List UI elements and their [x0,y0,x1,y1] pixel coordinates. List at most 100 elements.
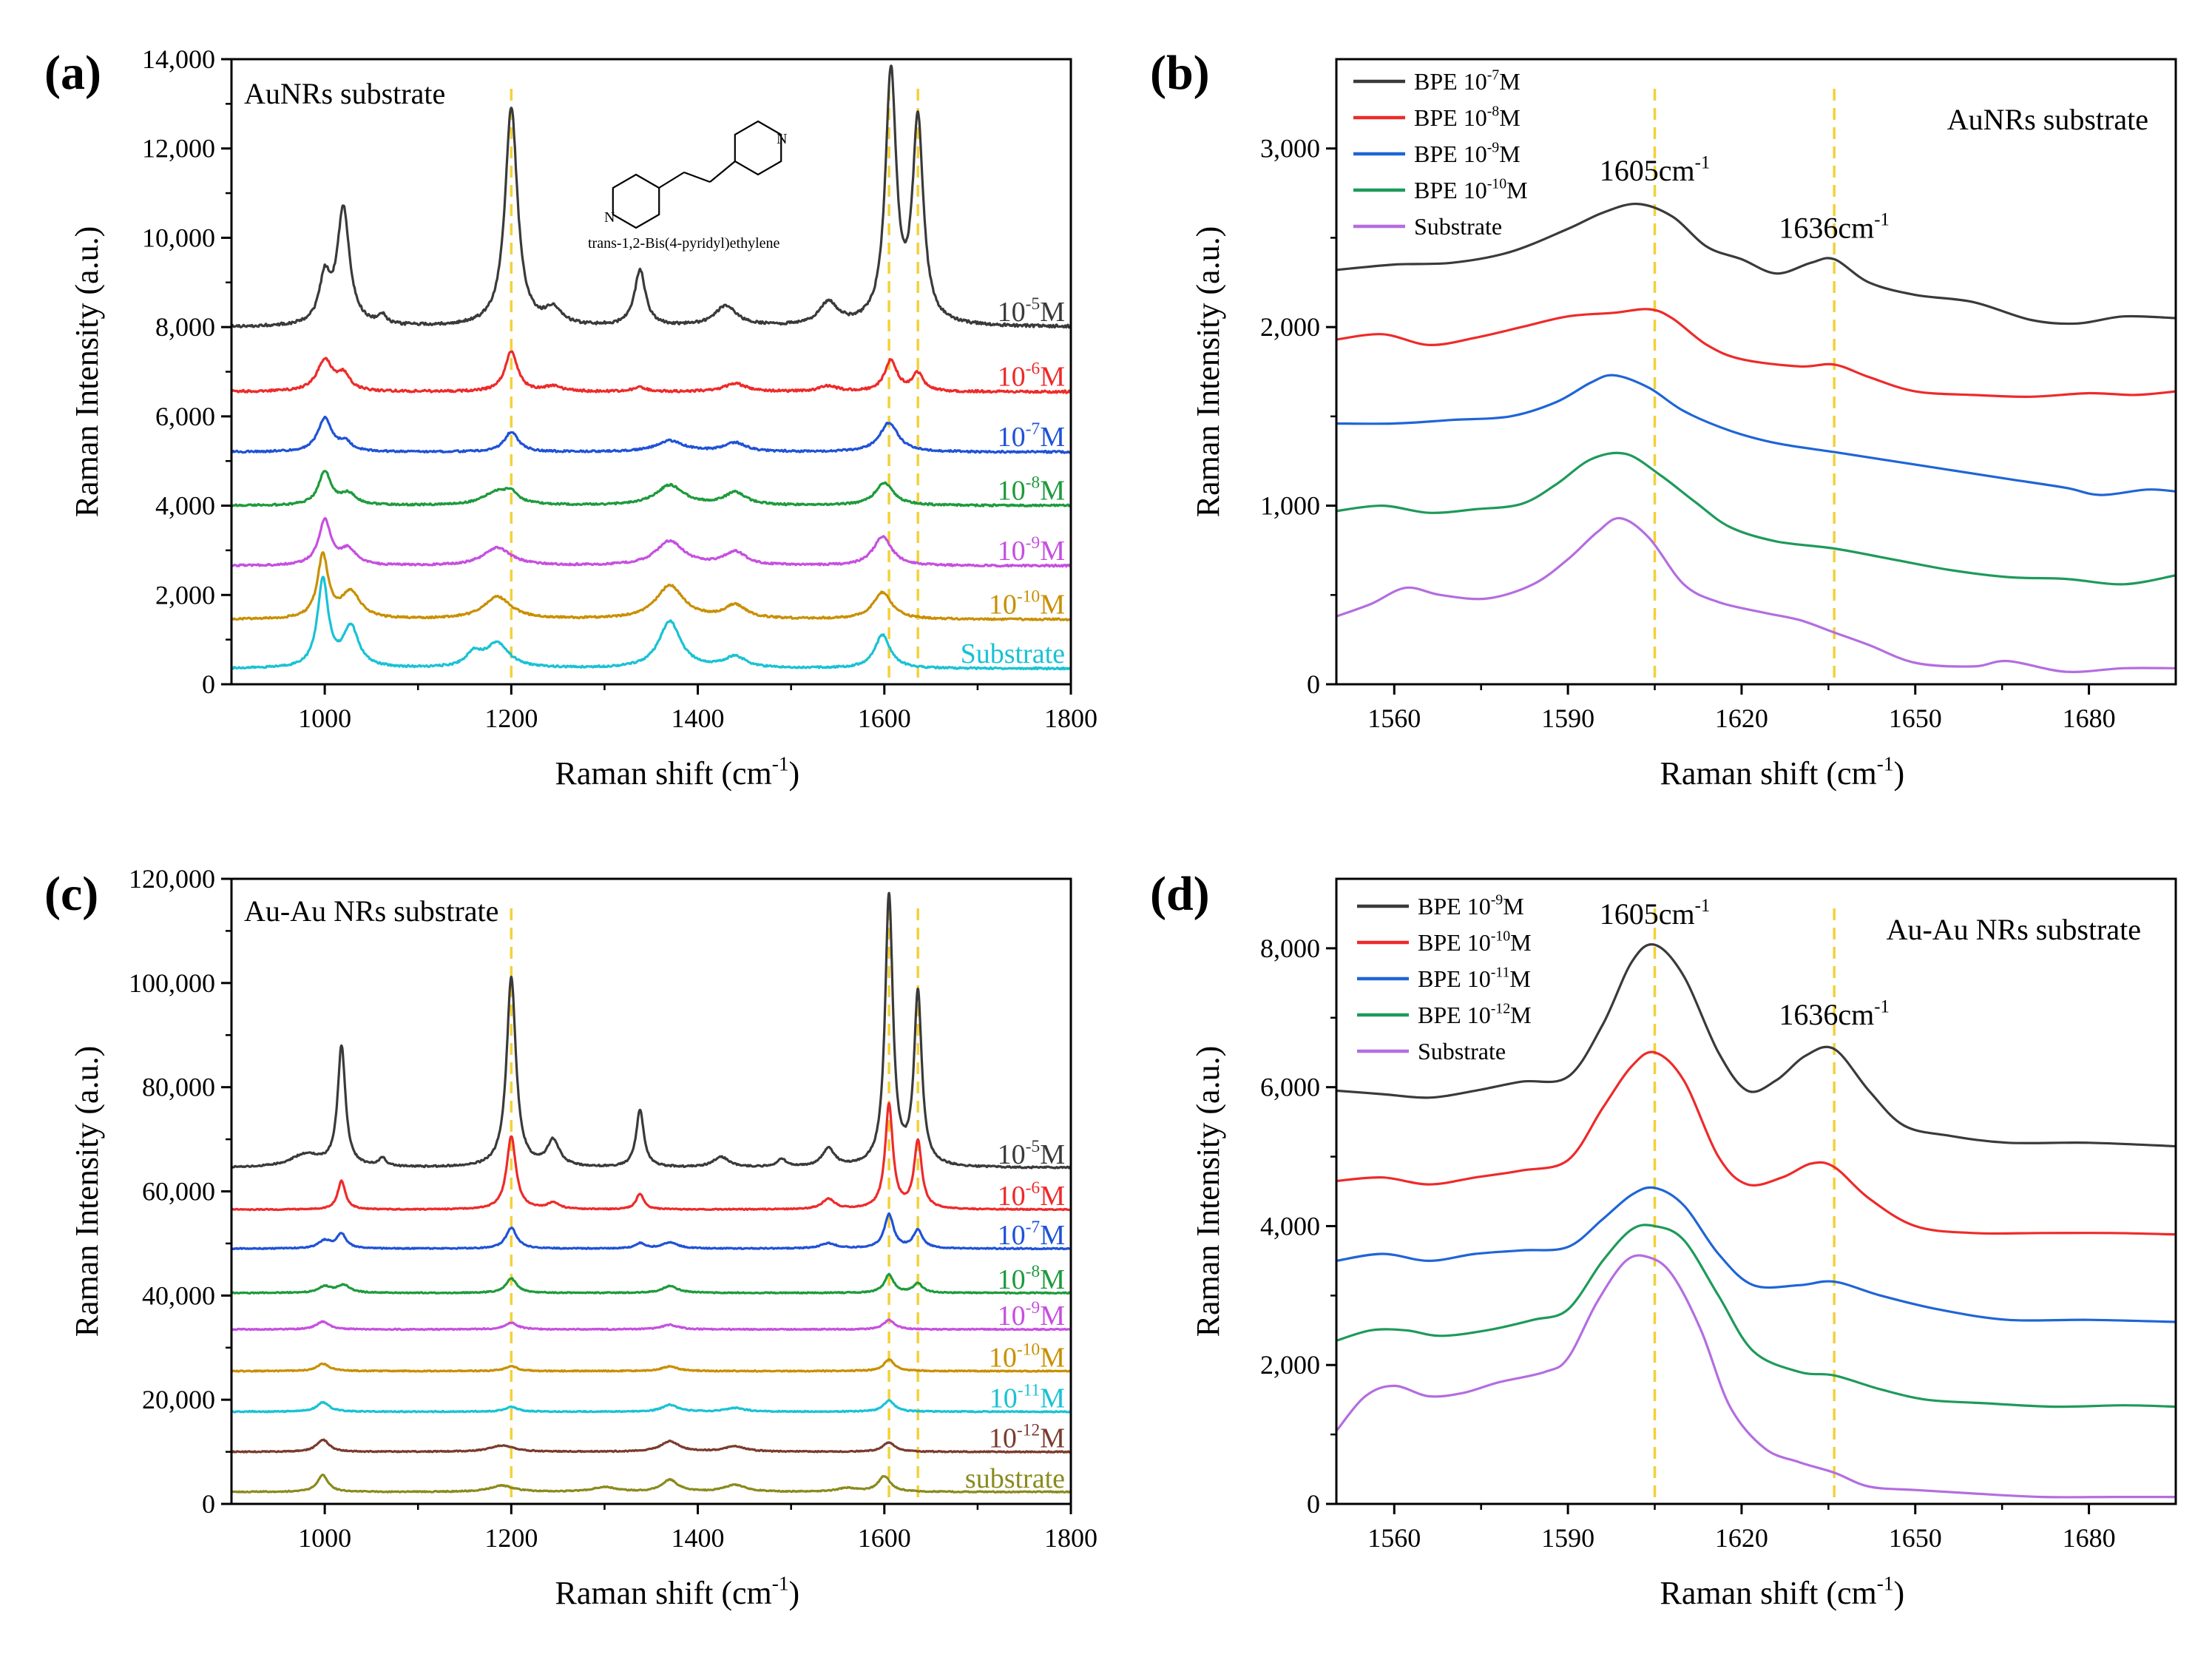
series-line-10-6M [231,1101,1071,1212]
panel-label-a: (a) [44,46,101,100]
series-line-Substrate [1336,516,2176,673]
series-label-10-10M-unit: M [1040,589,1065,620]
x-tick-label-1680: 1680 [2063,704,2116,733]
series-label-10-6M: 10-6M [998,360,1065,393]
series-line-Substrate [1336,1254,2176,1499]
peak-label-1636-base: 1636cm [1779,211,1874,244]
legend-label-BPE 10-7M-unit: M [1499,68,1520,95]
peak-label-1605: 1605cm-1 [1600,152,1711,187]
series-line-10-5M [231,64,1071,329]
x-axis-label-b-unit: ) [1893,755,1904,792]
x-axis-label-b-exp: -1 [1877,753,1894,775]
series-line-10-6M [231,350,1071,394]
series-label-10-5M: 10-5M [998,294,1065,328]
x-axis-label-a: Raman shift (cm-1) [555,753,800,792]
x-axis-label-c-base: Raman shift (cm [555,1575,772,1611]
x-axis-label-d-exp: -1 [1877,1573,1894,1595]
series-label-10-9M-exp: -9 [1026,1298,1041,1317]
x-axis-label-a-exp: -1 [772,753,789,775]
x-axis-label-d: Raman shift (cm-1) [1660,1573,1905,1611]
x-axis-label-b: Raman shift (cm-1) [1660,753,1905,792]
x-tick-label-1600: 1600 [858,704,911,733]
peak-label-1605-exp: -1 [1695,896,1711,916]
series-label-10-5M: 10-5M [998,1137,1065,1170]
y-tick-label-14000: 14,000 [142,44,215,74]
y-tick-label-60000: 60,000 [142,1177,215,1207]
series-label-substrate: substrate [965,1463,1065,1494]
legend-label-BPE 10-12M-base: BPE 10 [1418,1002,1491,1028]
series-label-10-5M-unit: M [1040,1139,1065,1170]
molecule-name-annotation: trans-1,2-Bis(4-pyridyl)ethylene [588,235,779,252]
guide-lines-a [510,89,919,684]
series-label-10-9M: 10-9M [998,1298,1065,1332]
x-tick-label-1800: 1800 [1044,1523,1097,1553]
x-axis-label-a-unit: ) [788,755,799,792]
series-label-10-10M-exp: -10 [1017,587,1040,607]
series-label-10-6M-exp: -6 [1026,1178,1041,1198]
x-tick-label-1400: 1400 [672,704,725,733]
peak-label-1636-exp: -1 [1874,996,1890,1016]
legend-label-BPE 10-12M-unit: M [1510,1002,1531,1028]
x-tick-label-1000: 1000 [298,704,351,733]
series-label-10-5M-base: 10 [998,297,1026,328]
series-label-10-9M: 10-9M [998,533,1065,567]
peak-label-1636: 1636cm-1 [1779,996,1890,1031]
legend-label-BPE 10-9M: BPE 10-9M [1414,140,1521,167]
ethylene-bond [683,171,711,183]
nitrogen-label: N [604,209,615,226]
peak-label-1636: 1636cm-1 [1779,210,1890,245]
series-label-10-7M: 10-7M [998,419,1065,453]
legend-label-BPE 10-10M-exp: -10 [1487,176,1507,192]
series-line-BPE 10-10M [1336,1050,2176,1236]
series-label-10-5M-exp: -5 [1026,294,1041,314]
y-tick-label-8000: 8,000 [1260,934,1320,963]
series-label-10-9M-unit: M [1040,1300,1065,1332]
x-tick-label-1400: 1400 [672,1523,725,1553]
panel-label-c: (c) [44,867,98,921]
panel-b: (b) 1560 1590 1620 1650 1680 0 1,000 2,000 3,000 R… [1150,46,2177,792]
legend-label-Substrate: Substrate [1414,213,1502,240]
peak-label-1605: 1605cm-1 [1600,896,1711,931]
x-axis-label-c-unit: ) [788,1575,799,1611]
y-tick-label-20000: 20,000 [142,1385,215,1414]
series-label-10-12M-exp: -12 [1017,1421,1040,1440]
pyridine-ring-right [734,120,782,176]
y-tick-label-0: 0 [202,669,215,699]
x-tick-label-1560: 1560 [1367,1523,1421,1553]
molecule-structure-icon [612,120,782,229]
chart-title-d: Au-Au NRs substrate [1887,913,2141,946]
series-line-10-8M [231,470,1071,508]
legend-label-BPE 10-8M: BPE 10-8M [1414,104,1521,131]
series-label-10-7M-exp: -7 [1026,419,1041,439]
legend-label-BPE 10-7M-base: BPE 10 [1414,68,1487,95]
legend-label-BPE 10-10M: BPE 10-10M [1418,928,1532,956]
legend-label-BPE 10-10M-base: BPE 10 [1418,929,1491,956]
series-line-BPE 10-10M [1336,451,2176,586]
x-tick-label-1650: 1650 [1889,704,1942,733]
series-label-10-6M: 10-6M [998,1178,1065,1212]
series-label-10-10M-base: 10 [989,589,1017,620]
guide-lines-c [510,908,919,1504]
series-label-10-7M-unit: M [1040,422,1065,453]
x-tick-label-1560: 1560 [1367,704,1421,733]
legend-label-BPE 10-10M-base: BPE 10 [1414,177,1487,203]
y-tick-label-120000: 120,000 [129,864,215,894]
y-axis-label-c: Raman Intensity (a.u.) [69,1046,105,1337]
series-label-10-6M-base: 10 [998,1181,1026,1212]
peak-label-1605-exp: -1 [1695,152,1711,172]
legend-label-BPE 10-11M-base: BPE 10 [1418,965,1491,992]
series-label-10-9M-base: 10 [998,1300,1026,1332]
legend-label-BPE 10-10M-unit: M [1506,177,1527,203]
legend-label-BPE 10-10M-unit: M [1510,929,1531,956]
series-line-substrate [231,1474,1071,1494]
series-label-10-9M-unit: M [1040,536,1065,567]
series-line-10-9M [231,517,1071,568]
series-line-BPE 10-9M [1336,374,2176,496]
legend-label-BPE 10-9M-unit: M [1499,141,1520,167]
panel-d: (d) 1560 1590 1620 1650 1680 0 2,000 4,000 6,000 8… [1150,867,2177,1611]
series-label-10-8M-unit: M [1040,476,1065,507]
legend-label-BPE 10-7M-exp: -7 [1487,67,1500,84]
series-line-10-7M [231,1212,1071,1251]
